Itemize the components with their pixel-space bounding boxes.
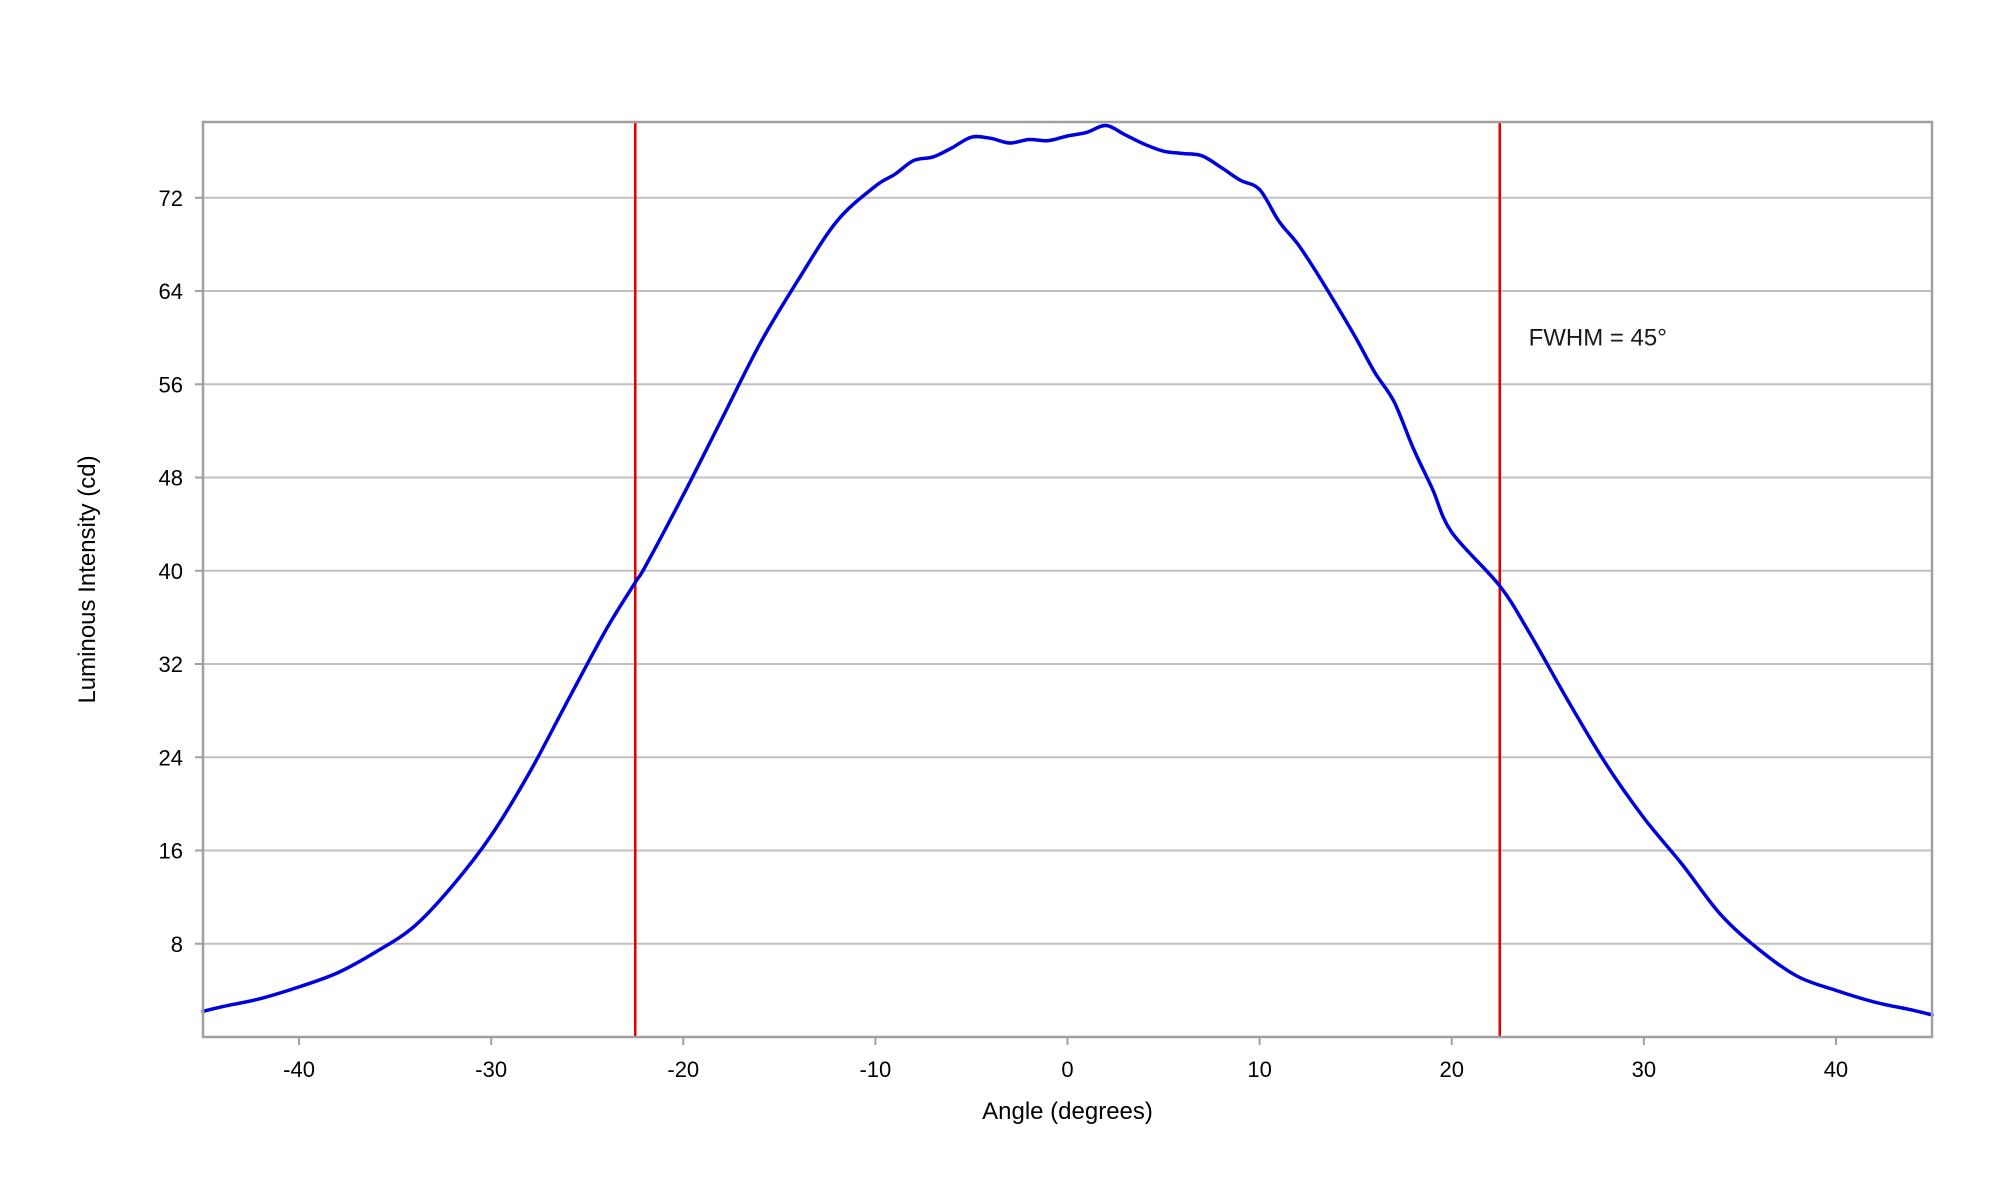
gridlines [203,196,1932,945]
x-tick-label: 20 [1439,1057,1463,1082]
y-tick-label: 8 [171,932,183,957]
x-tick-label: -10 [859,1057,891,1082]
intensity-curve [201,123,1934,1017]
y-tick-label: 32 [159,652,183,677]
y-tick-label: 64 [159,279,183,304]
y-tick-label: 40 [159,559,183,584]
fwhm-annotation: FWHM = 45° [1529,325,1667,352]
x-axis-ticks: -40 -30 -20 -10 0 10 20 30 40 [283,1037,1848,1082]
x-tick-label: 0 [1061,1057,1073,1082]
y-tick-label: 24 [159,745,183,770]
fwhm-markers [634,122,1501,1037]
x-tick-label: 40 [1824,1057,1848,1082]
x-tick-label: 30 [1632,1057,1656,1082]
y-tick-label: 16 [159,839,183,864]
series-layer [201,123,1934,1017]
plot-frame [201,120,1934,1039]
y-tick-label: 48 [159,466,183,491]
y-tick-label: 56 [159,372,183,397]
y-tick-label: 72 [159,186,183,211]
y-axis-ticks: 8 16 24 32 40 48 56 64 72 [159,186,203,957]
x-tick-label: -30 [475,1057,507,1082]
x-tick-label: -40 [283,1057,315,1082]
x-tick-label: 10 [1247,1057,1271,1082]
x-tick-label: -20 [667,1057,699,1082]
x-axis-title: Angle (degrees) [982,1098,1153,1125]
y-axis-title: Luminous Intensity (cd) [74,455,101,703]
